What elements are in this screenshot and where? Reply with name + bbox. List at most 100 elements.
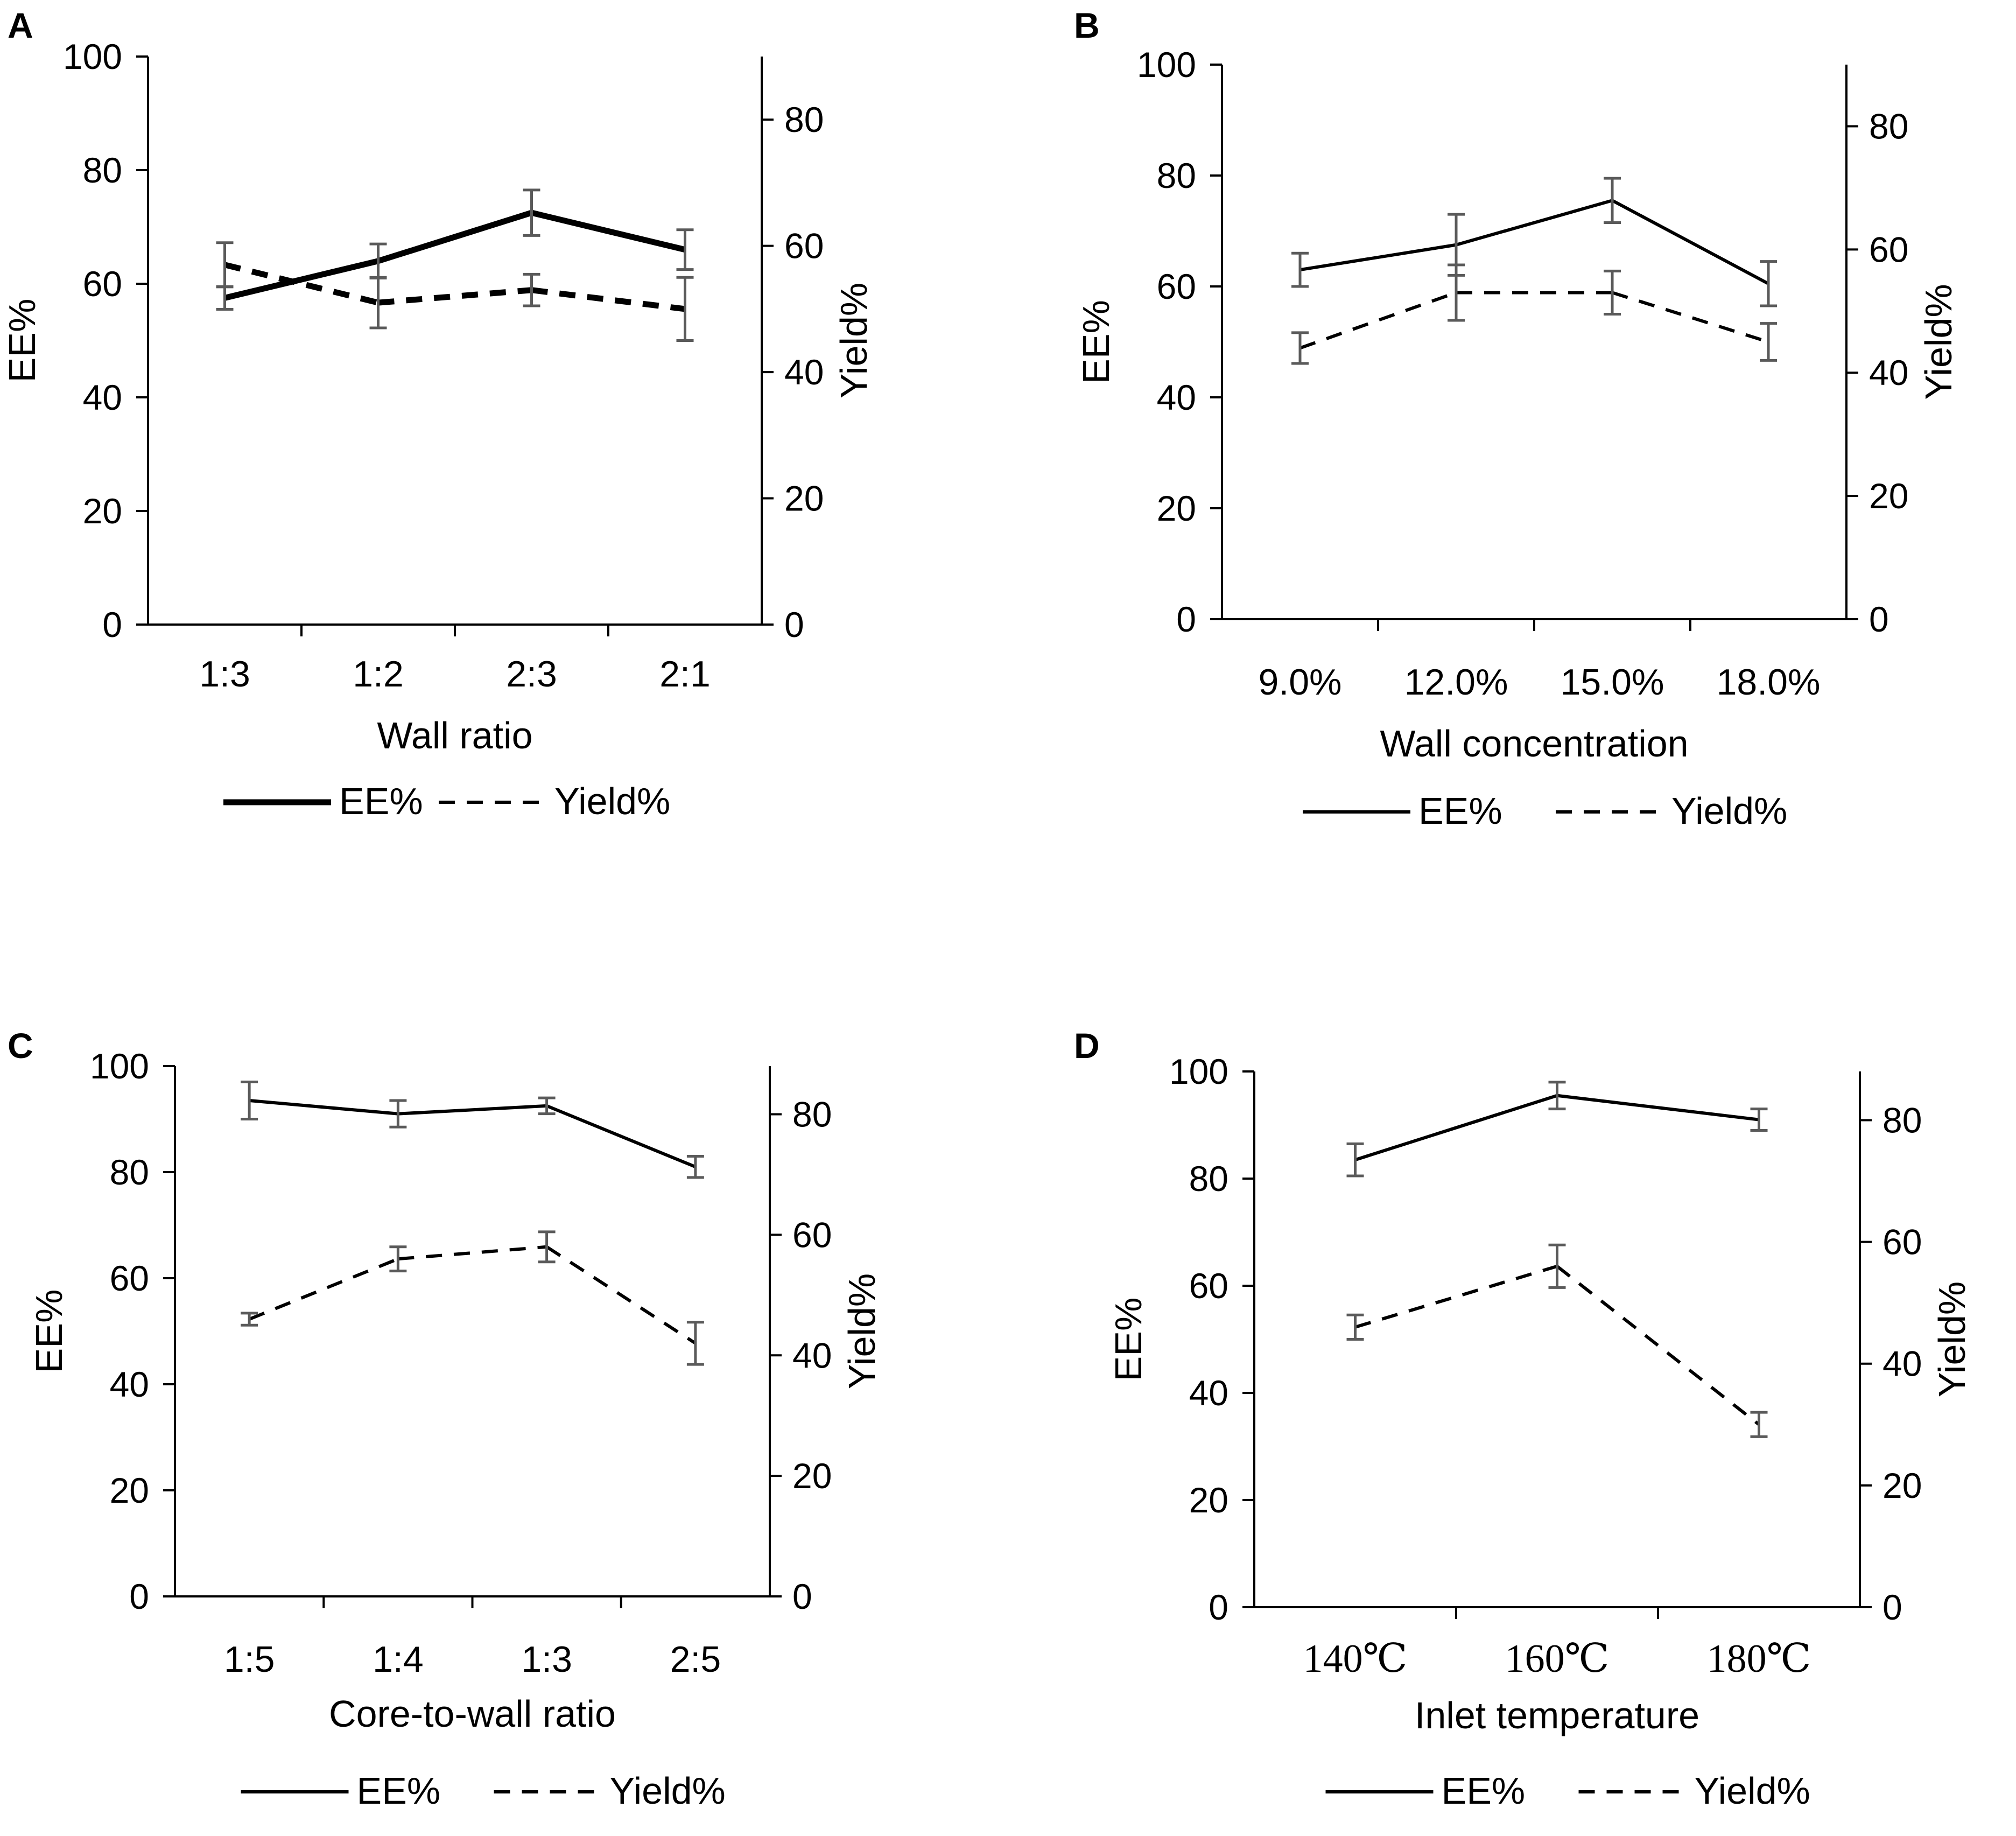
chart-panel-a: A 0 20 40 60 80 100 0 20 40 60 80 1:3 1:2 2:3 2:1 Wall r… bbox=[1, 5, 875, 822]
left-tick-label: 0 bbox=[1176, 599, 1196, 639]
left-tick-label: 60 bbox=[110, 1258, 149, 1298]
x-tick-label: 2:1 bbox=[659, 654, 711, 695]
right-tick-label: 40 bbox=[1869, 353, 1908, 393]
x-axis-title: Wall ratio bbox=[377, 714, 532, 756]
legend: EE% Yield% bbox=[223, 780, 670, 822]
legend: EE% Yield% bbox=[1325, 1770, 1810, 1812]
right-tick-label: 60 bbox=[784, 226, 824, 266]
series-segment bbox=[531, 209, 686, 253]
panel-letter: B bbox=[1074, 5, 1100, 45]
series-ee bbox=[216, 188, 694, 311]
x-tick-label: 9.0% bbox=[1259, 662, 1342, 703]
left-tick-label: 20 bbox=[1157, 488, 1196, 528]
series-segment bbox=[546, 1104, 697, 1168]
right-tick-label: 80 bbox=[1882, 1100, 1922, 1140]
legend: EE% Yield% bbox=[241, 1770, 726, 1812]
x-tick-label: 1:4 bbox=[373, 1639, 424, 1680]
right-tick-label: 80 bbox=[784, 100, 824, 139]
y2-axis-title: Yield% bbox=[841, 1273, 883, 1389]
left-tick-label: 80 bbox=[1189, 1159, 1228, 1199]
panel-letter: D bbox=[1074, 1026, 1100, 1066]
right-tick-label: 20 bbox=[1882, 1466, 1922, 1505]
series-segment bbox=[531, 287, 686, 312]
right-tick-label: 80 bbox=[792, 1095, 832, 1134]
x-axis-title: Core-to-wall ratio bbox=[329, 1693, 616, 1735]
left-tick-label: 20 bbox=[1189, 1480, 1228, 1520]
legend-label: EE% bbox=[1418, 790, 1502, 832]
right-tick-label: 0 bbox=[1869, 599, 1889, 639]
legend-label: EE% bbox=[357, 1770, 441, 1812]
right-tick-label: 40 bbox=[784, 352, 824, 392]
legend-label: EE% bbox=[339, 780, 423, 822]
x-tick-label: 2:5 bbox=[670, 1639, 721, 1680]
series-segment bbox=[1611, 199, 1769, 285]
x-tick-label: 12.0% bbox=[1404, 662, 1508, 703]
series-segment bbox=[224, 258, 379, 301]
series-segment bbox=[224, 262, 379, 306]
left-tick-label: 100 bbox=[1169, 1052, 1228, 1091]
series-segment bbox=[1354, 1094, 1558, 1162]
left-tick-label: 0 bbox=[1209, 1587, 1228, 1627]
x-tick-label: 18.0% bbox=[1717, 662, 1821, 703]
right-tick-label: 40 bbox=[792, 1335, 832, 1375]
x-axis-title: Inlet temperature bbox=[1415, 1694, 1699, 1736]
right-tick-label: 60 bbox=[1869, 229, 1908, 269]
right-tick-label: 20 bbox=[784, 479, 824, 518]
y-axis-title: EE% bbox=[1107, 1298, 1149, 1382]
series-segment bbox=[1612, 291, 1769, 344]
y-axis-title: EE% bbox=[28, 1290, 70, 1374]
series-segment bbox=[1556, 1265, 1760, 1426]
series-yield bbox=[1346, 1243, 1768, 1438]
y2-axis-title: Yield% bbox=[1917, 284, 1959, 400]
right-tick-label: 0 bbox=[792, 1576, 812, 1616]
series-yield bbox=[216, 241, 694, 342]
right-tick-label: 80 bbox=[1869, 106, 1908, 146]
left-tick-label: 80 bbox=[110, 1152, 149, 1192]
y2-axis-title: Yield% bbox=[1931, 1281, 1973, 1397]
legend-label: Yield% bbox=[554, 780, 670, 822]
x-tick-label: 1:5 bbox=[224, 1639, 275, 1680]
left-tick-label: 60 bbox=[1189, 1266, 1228, 1306]
x-tick-label: 1:3 bbox=[199, 654, 250, 695]
left-tick-label: 60 bbox=[1157, 267, 1196, 306]
series-segment bbox=[545, 1245, 697, 1345]
chart-panel-c: C 0 20 40 60 80 100 0 20 40 60 80 1:5 1:4 1:3 2:5 Core-t… bbox=[8, 1026, 883, 1812]
series-segment bbox=[1299, 243, 1457, 272]
series-segment bbox=[1354, 1264, 1558, 1329]
series-segment bbox=[377, 209, 533, 264]
chart-panel-d: D 0 20 40 60 80 100 0 20 40 60 80 140℃ 160℃ 180℃Inlet … bbox=[1074, 1026, 1973, 1812]
right-tick-label: 0 bbox=[784, 605, 804, 644]
left-tick-label: 40 bbox=[1189, 1373, 1228, 1413]
legend: EE% Yield% bbox=[1303, 790, 1787, 832]
y-axis-title: EE% bbox=[1, 299, 43, 383]
series-segment bbox=[378, 287, 532, 306]
series-segment bbox=[248, 1257, 399, 1321]
right-tick-label: 20 bbox=[792, 1456, 832, 1496]
x-tick-label: 160℃ bbox=[1505, 1637, 1610, 1681]
legend-label: EE% bbox=[1442, 1770, 1526, 1812]
panel-letter: C bbox=[8, 1026, 33, 1066]
x-tick-label: 180℃ bbox=[1707, 1637, 1811, 1681]
left-tick-label: 20 bbox=[83, 491, 122, 531]
left-tick-label: 0 bbox=[102, 605, 122, 644]
series-segment bbox=[398, 1245, 547, 1261]
series-ee bbox=[1346, 1081, 1768, 1178]
y2-axis-title: Yield% bbox=[833, 283, 875, 398]
series-ee bbox=[241, 1081, 704, 1179]
legend-label: Yield% bbox=[1695, 1770, 1810, 1812]
left-tick-label: 80 bbox=[83, 150, 122, 190]
left-tick-label: 100 bbox=[1137, 45, 1196, 85]
chart-panel-b: B 0 20 40 60 80 100 0 20 40 60 80 9.0% 12.0% 15.0% 18.0… bbox=[1074, 5, 1959, 832]
right-tick-label: 0 bbox=[1882, 1587, 1902, 1627]
right-tick-label: 40 bbox=[1882, 1344, 1922, 1384]
right-tick-label: 20 bbox=[1869, 476, 1908, 516]
legend-label: Yield% bbox=[1671, 790, 1787, 832]
right-tick-label: 60 bbox=[1882, 1222, 1922, 1262]
left-tick-label: 40 bbox=[83, 377, 122, 417]
x-tick-label: 140℃ bbox=[1303, 1637, 1408, 1681]
left-tick-label: 100 bbox=[90, 1046, 149, 1086]
right-tick-label: 60 bbox=[792, 1215, 832, 1255]
x-tick-label: 15.0% bbox=[1561, 662, 1664, 703]
series-segment bbox=[398, 1104, 547, 1116]
